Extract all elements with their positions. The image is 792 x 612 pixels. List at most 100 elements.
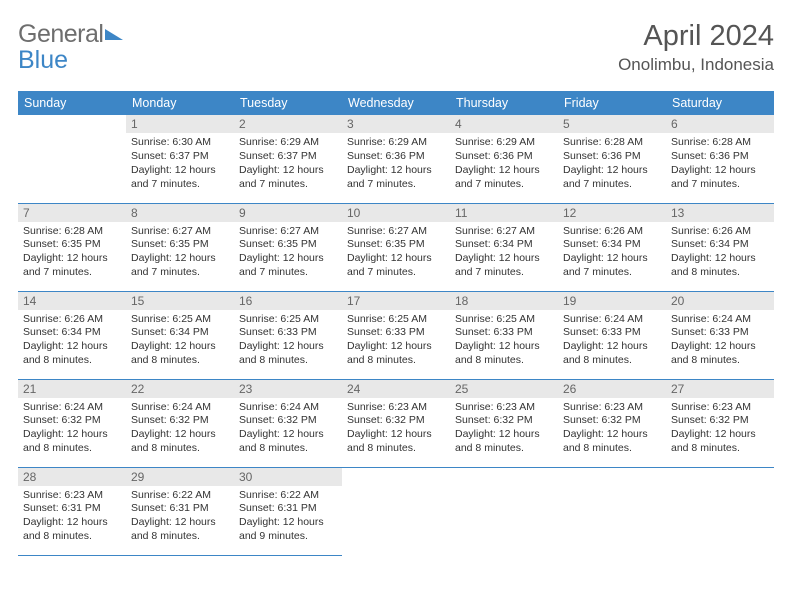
- day-body: Sunrise: 6:29 AMSunset: 6:36 PMDaylight:…: [342, 133, 450, 195]
- day-number: 26: [558, 380, 666, 398]
- day-number: 30: [234, 468, 342, 486]
- location: Onolimbu, Indonesia: [618, 55, 774, 75]
- calendar-cell: 27Sunrise: 6:23 AMSunset: 6:32 PMDayligh…: [666, 379, 774, 467]
- calendar-cell: 2Sunrise: 6:29 AMSunset: 6:37 PMDaylight…: [234, 115, 342, 203]
- weekday-header: Saturday: [666, 91, 774, 115]
- weekday-header: Monday: [126, 91, 234, 115]
- calendar-cell: 7Sunrise: 6:28 AMSunset: 6:35 PMDaylight…: [18, 203, 126, 291]
- day-number: 11: [450, 204, 558, 222]
- day-body: Sunrise: 6:27 AMSunset: 6:35 PMDaylight:…: [342, 222, 450, 284]
- day-number: 28: [18, 468, 126, 486]
- calendar-cell: 26Sunrise: 6:23 AMSunset: 6:32 PMDayligh…: [558, 379, 666, 467]
- calendar-cell: 1Sunrise: 6:30 AMSunset: 6:37 PMDaylight…: [126, 115, 234, 203]
- day-number: 15: [126, 292, 234, 310]
- calendar-row: 1Sunrise: 6:30 AMSunset: 6:37 PMDaylight…: [18, 115, 774, 203]
- day-body: Sunrise: 6:29 AMSunset: 6:37 PMDaylight:…: [234, 133, 342, 195]
- logo-text-2: Blue: [18, 46, 68, 75]
- day-body: Sunrise: 6:26 AMSunset: 6:34 PMDaylight:…: [666, 222, 774, 284]
- calendar-cell: 15Sunrise: 6:25 AMSunset: 6:34 PMDayligh…: [126, 291, 234, 379]
- calendar-row: 28Sunrise: 6:23 AMSunset: 6:31 PMDayligh…: [18, 467, 774, 555]
- day-body: Sunrise: 6:23 AMSunset: 6:32 PMDaylight:…: [450, 398, 558, 460]
- day-body: Sunrise: 6:27 AMSunset: 6:35 PMDaylight:…: [234, 222, 342, 284]
- day-number: 2: [234, 115, 342, 133]
- day-number: 24: [342, 380, 450, 398]
- day-body: Sunrise: 6:24 AMSunset: 6:32 PMDaylight:…: [18, 398, 126, 460]
- day-number: 6: [666, 115, 774, 133]
- day-number: 16: [234, 292, 342, 310]
- title-block: April 2024 Onolimbu, Indonesia: [618, 20, 774, 75]
- day-body: Sunrise: 6:25 AMSunset: 6:34 PMDaylight:…: [126, 310, 234, 372]
- calendar-cell: [558, 467, 666, 555]
- calendar-cell: 14Sunrise: 6:26 AMSunset: 6:34 PMDayligh…: [18, 291, 126, 379]
- day-body: Sunrise: 6:27 AMSunset: 6:34 PMDaylight:…: [450, 222, 558, 284]
- calendar-cell: 30Sunrise: 6:22 AMSunset: 6:31 PMDayligh…: [234, 467, 342, 555]
- calendar-cell: 8Sunrise: 6:27 AMSunset: 6:35 PMDaylight…: [126, 203, 234, 291]
- header: General April 2024 Onolimbu, Indonesia: [18, 20, 774, 75]
- day-body: Sunrise: 6:25 AMSunset: 6:33 PMDaylight:…: [450, 310, 558, 372]
- day-body: Sunrise: 6:28 AMSunset: 6:35 PMDaylight:…: [18, 222, 126, 284]
- day-body: Sunrise: 6:23 AMSunset: 6:32 PMDaylight:…: [558, 398, 666, 460]
- weekday-header: Thursday: [450, 91, 558, 115]
- calendar-cell: [666, 467, 774, 555]
- calendar-cell: 5Sunrise: 6:28 AMSunset: 6:36 PMDaylight…: [558, 115, 666, 203]
- day-body: Sunrise: 6:28 AMSunset: 6:36 PMDaylight:…: [666, 133, 774, 195]
- day-number: 23: [234, 380, 342, 398]
- calendar-row: 21Sunrise: 6:24 AMSunset: 6:32 PMDayligh…: [18, 379, 774, 467]
- calendar-cell: 13Sunrise: 6:26 AMSunset: 6:34 PMDayligh…: [666, 203, 774, 291]
- calendar-row: 14Sunrise: 6:26 AMSunset: 6:34 PMDayligh…: [18, 291, 774, 379]
- day-number: 10: [342, 204, 450, 222]
- calendar-table: SundayMondayTuesdayWednesdayThursdayFrid…: [18, 91, 774, 556]
- day-body: Sunrise: 6:23 AMSunset: 6:32 PMDaylight:…: [666, 398, 774, 460]
- day-body: Sunrise: 6:26 AMSunset: 6:34 PMDaylight:…: [18, 310, 126, 372]
- day-body: Sunrise: 6:26 AMSunset: 6:34 PMDaylight:…: [558, 222, 666, 284]
- weekday-header: Friday: [558, 91, 666, 115]
- day-body: Sunrise: 6:22 AMSunset: 6:31 PMDaylight:…: [234, 486, 342, 548]
- day-body: Sunrise: 6:24 AMSunset: 6:33 PMDaylight:…: [558, 310, 666, 372]
- day-number: 20: [666, 292, 774, 310]
- day-number: 4: [450, 115, 558, 133]
- day-number: 7: [18, 204, 126, 222]
- calendar-cell: 12Sunrise: 6:26 AMSunset: 6:34 PMDayligh…: [558, 203, 666, 291]
- day-number: 12: [558, 204, 666, 222]
- month-title: April 2024: [618, 20, 774, 53]
- day-body: Sunrise: 6:27 AMSunset: 6:35 PMDaylight:…: [126, 222, 234, 284]
- calendar-cell: 25Sunrise: 6:23 AMSunset: 6:32 PMDayligh…: [450, 379, 558, 467]
- weekday-header: Tuesday: [234, 91, 342, 115]
- calendar-cell: 4Sunrise: 6:29 AMSunset: 6:36 PMDaylight…: [450, 115, 558, 203]
- calendar-cell: 3Sunrise: 6:29 AMSunset: 6:36 PMDaylight…: [342, 115, 450, 203]
- day-body: Sunrise: 6:25 AMSunset: 6:33 PMDaylight:…: [342, 310, 450, 372]
- logo-text-1: General: [18, 20, 103, 49]
- day-number: 9: [234, 204, 342, 222]
- day-body: Sunrise: 6:23 AMSunset: 6:32 PMDaylight:…: [342, 398, 450, 460]
- day-number: 17: [342, 292, 450, 310]
- day-number: 3: [342, 115, 450, 133]
- day-body: Sunrise: 6:30 AMSunset: 6:37 PMDaylight:…: [126, 133, 234, 195]
- day-body: Sunrise: 6:24 AMSunset: 6:32 PMDaylight:…: [126, 398, 234, 460]
- weekday-header-row: SundayMondayTuesdayWednesdayThursdayFrid…: [18, 91, 774, 115]
- calendar-cell: 21Sunrise: 6:24 AMSunset: 6:32 PMDayligh…: [18, 379, 126, 467]
- day-number: 25: [450, 380, 558, 398]
- day-body: Sunrise: 6:25 AMSunset: 6:33 PMDaylight:…: [234, 310, 342, 372]
- day-body: Sunrise: 6:28 AMSunset: 6:36 PMDaylight:…: [558, 133, 666, 195]
- day-body: Sunrise: 6:29 AMSunset: 6:36 PMDaylight:…: [450, 133, 558, 195]
- weekday-header: Sunday: [18, 91, 126, 115]
- day-number: 19: [558, 292, 666, 310]
- day-number: 18: [450, 292, 558, 310]
- calendar-cell: 17Sunrise: 6:25 AMSunset: 6:33 PMDayligh…: [342, 291, 450, 379]
- day-number: 14: [18, 292, 126, 310]
- calendar-cell: [342, 467, 450, 555]
- logo: General: [18, 20, 123, 49]
- calendar-cell: 6Sunrise: 6:28 AMSunset: 6:36 PMDaylight…: [666, 115, 774, 203]
- day-number: 21: [18, 380, 126, 398]
- day-number: 5: [558, 115, 666, 133]
- calendar-cell: 29Sunrise: 6:22 AMSunset: 6:31 PMDayligh…: [126, 467, 234, 555]
- day-number: 27: [666, 380, 774, 398]
- day-body: Sunrise: 6:23 AMSunset: 6:31 PMDaylight:…: [18, 486, 126, 548]
- logo-triangle-icon: [105, 29, 123, 40]
- calendar-cell: 24Sunrise: 6:23 AMSunset: 6:32 PMDayligh…: [342, 379, 450, 467]
- calendar-cell: 9Sunrise: 6:27 AMSunset: 6:35 PMDaylight…: [234, 203, 342, 291]
- calendar-cell: 10Sunrise: 6:27 AMSunset: 6:35 PMDayligh…: [342, 203, 450, 291]
- day-number: 13: [666, 204, 774, 222]
- day-number: 1: [126, 115, 234, 133]
- day-body: Sunrise: 6:24 AMSunset: 6:33 PMDaylight:…: [666, 310, 774, 372]
